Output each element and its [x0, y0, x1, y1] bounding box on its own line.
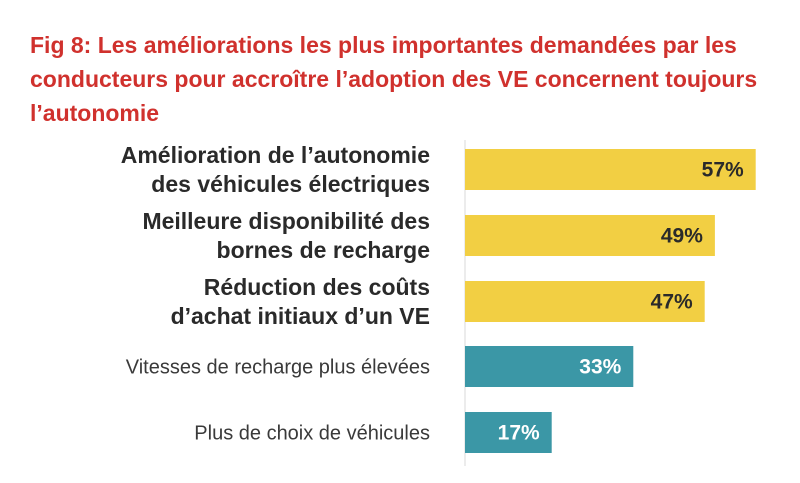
category-label-4: Vitesses de recharge plus élevées: [126, 357, 430, 379]
bar-1: [465, 149, 756, 190]
bar-2: [465, 215, 715, 256]
bar-3: [465, 281, 705, 322]
category-label-2-line-1: Meilleure disponibilité des: [142, 208, 430, 234]
category-label-5: Plus de choix de véhicules: [194, 423, 430, 445]
value-label-2: 49%: [661, 225, 703, 248]
value-label-4: 33%: [579, 356, 621, 379]
category-label-1: Amélioration de l’autonomie des véhicules…: [121, 142, 430, 197]
category-label-1-line-2: des véhicules électriques: [151, 171, 430, 197]
category-label-2: Meilleure disponibilité des bornes de rec…: [142, 208, 430, 263]
value-label-3: 47%: [651, 291, 693, 314]
category-label-3-line-1: Réduction des coûts: [204, 274, 430, 300]
value-label-5: 17%: [498, 422, 540, 445]
category-label-3: Réduction des coûts d’achat initiaux d’un…: [171, 274, 430, 329]
bar-5: [465, 412, 552, 453]
value-label-1: 57%: [702, 159, 744, 182]
category-label-1-line-1: Amélioration de l’autonomie: [121, 142, 430, 168]
bar-4: [465, 346, 634, 387]
category-label-3-line-2: d’achat initiaux d’un VE: [171, 303, 430, 329]
chart-title: Fig 8: Les améliorations les plus import…: [30, 32, 758, 126]
category-label-2-line-2: bornes de recharge: [217, 237, 430, 263]
